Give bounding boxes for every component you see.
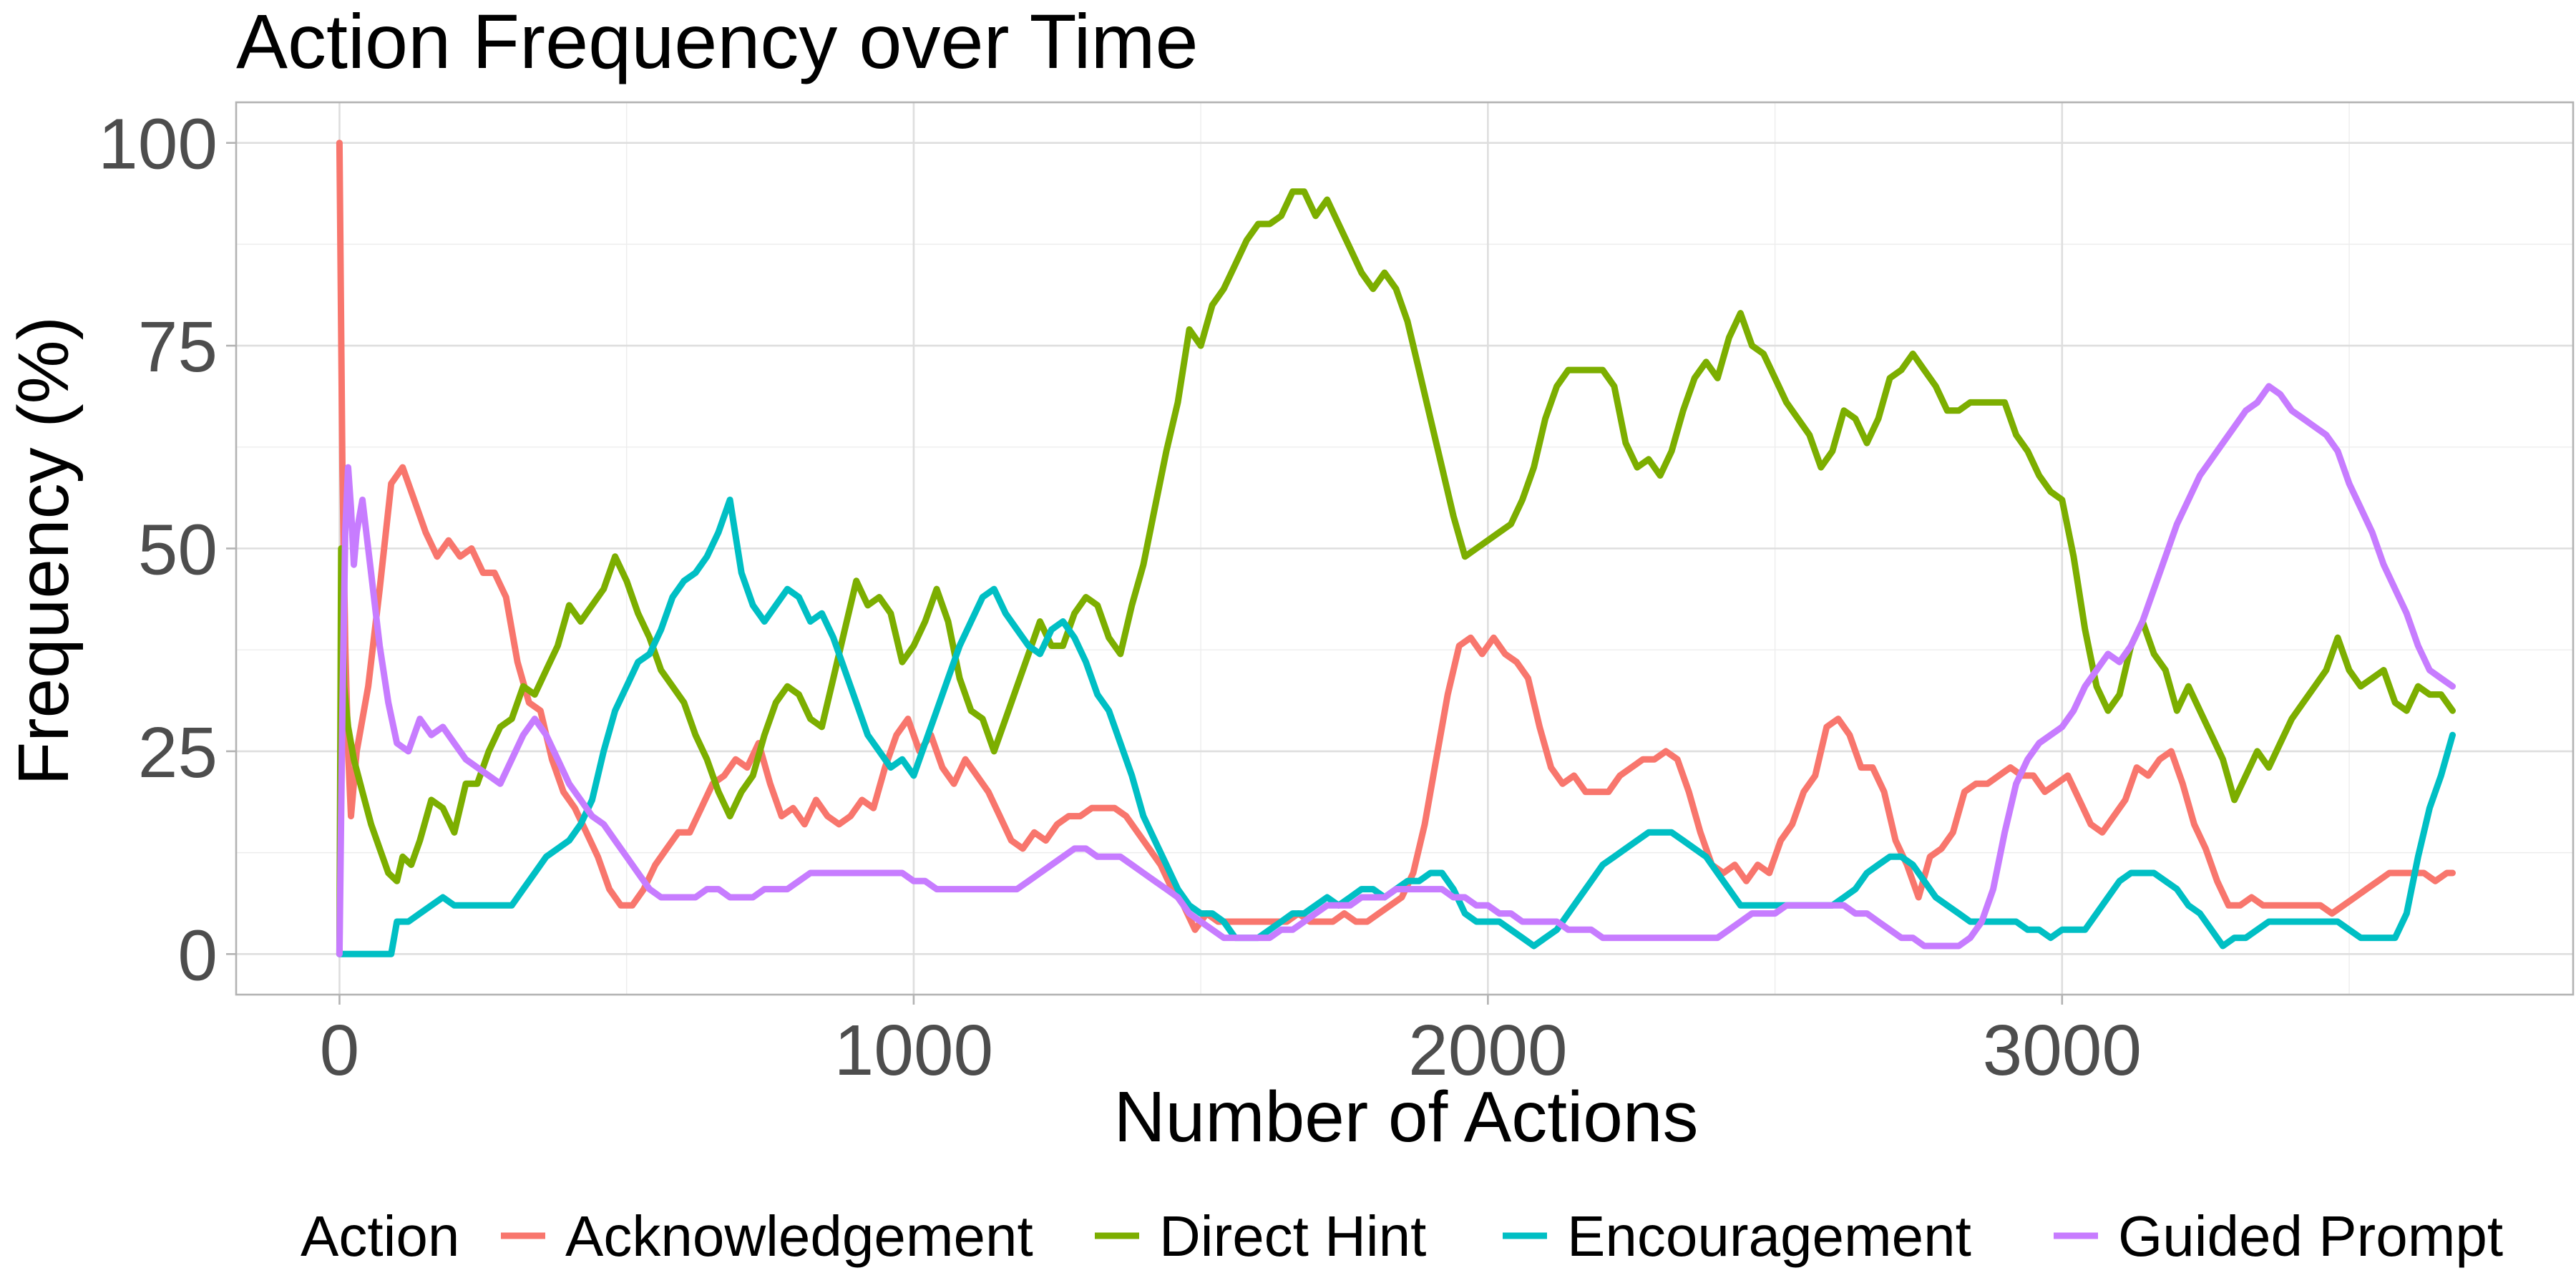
y-axis-title: Frequency (%) — [4, 316, 84, 786]
grid-lines — [236, 102, 2573, 995]
y-tick-label: 75 — [138, 307, 218, 387]
series-line-encouragement — [336, 497, 2456, 957]
y-tick-label: 25 — [138, 713, 218, 793]
x-axis-title: Number of Actions — [1113, 1077, 1698, 1157]
legend-label-direct-hint: Direct Hint — [1159, 1204, 1426, 1268]
legend: Action Acknowledgement Direct Hint Encoura… — [301, 1204, 2503, 1268]
y-tick-label: 50 — [138, 510, 218, 590]
x-tick-label: 1000 — [834, 1010, 993, 1091]
legend-label-guided-prompt: Guided Prompt — [2118, 1204, 2503, 1268]
chart-title: Action Frequency over Time — [236, 0, 1199, 84]
series-line-guided-prompt — [336, 383, 2456, 957]
axis-ticks: 0 1000 2000 3000 0 25 50 75 100 — [98, 104, 2142, 1091]
y-tick-label: 0 — [177, 915, 218, 995]
y-tick-label: 100 — [98, 104, 218, 185]
x-tick-label: 2000 — [1408, 1010, 1567, 1091]
legend-label-encouragement: Encouragement — [1567, 1204, 1971, 1268]
x-tick-label: 3000 — [1983, 1010, 2142, 1091]
series-lines — [336, 140, 2456, 957]
legend-title: Action — [301, 1204, 459, 1268]
legend-label-acknowledgement: Acknowledgement — [565, 1204, 1033, 1268]
x-tick-label: 0 — [320, 1010, 360, 1091]
series-line-direct-hint — [336, 188, 2456, 957]
series-line-acknowledgement — [336, 140, 2456, 933]
